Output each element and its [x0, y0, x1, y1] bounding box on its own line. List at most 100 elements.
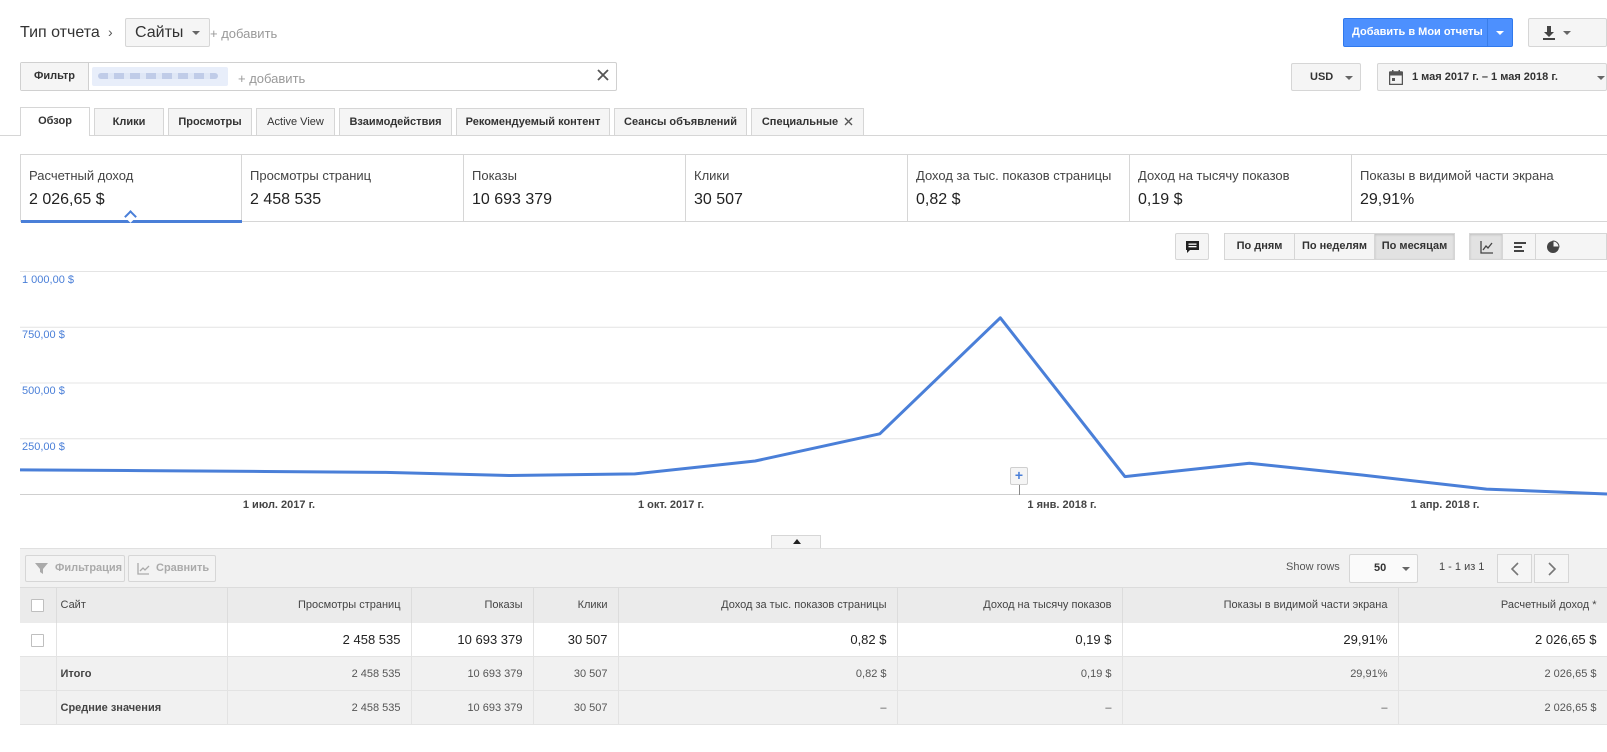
metric-value: 29,91% [1360, 191, 1415, 208]
select-all-checkbox[interactable] [31, 598, 45, 612]
by-week-button[interactable]: По неделям [1294, 233, 1375, 260]
show-rows-select[interactable]: 50 [1349, 554, 1418, 583]
metric-card-pageviews[interactable]: Просмотры страниц 2 458 535 [242, 155, 464, 222]
data-point[interactable] [1245, 459, 1253, 467]
impressions-cell: 10 693 379 [411, 690, 534, 725]
close-icon[interactable] [596, 68, 610, 82]
add-annotation-button[interactable]: + [1010, 467, 1028, 485]
close-icon[interactable] [844, 117, 853, 126]
chevron-down-icon [1597, 76, 1605, 80]
data-point[interactable] [137, 467, 145, 475]
metric-card-estimated-revenue[interactable]: Расчетный доход 2 026,65 $ [21, 155, 242, 223]
data-point[interactable] [751, 457, 759, 465]
chevron-right-icon [1548, 562, 1557, 576]
pie-chart-button[interactable] [1535, 233, 1607, 260]
filter-chip-redacted[interactable] [92, 67, 228, 86]
data-point[interactable] [876, 430, 884, 438]
column-header-clicks[interactable]: Клики [533, 587, 619, 623]
tab-custom-label: Специальные [761, 116, 839, 128]
data-point[interactable] [1121, 473, 1129, 481]
empty-cell [20, 656, 57, 691]
add-to-reports-dropdown-button[interactable] [1487, 19, 1512, 46]
column-header-page-rpm[interactable]: Доход за тыс. показов страницы [618, 587, 898, 623]
line-chart-button[interactable] [1469, 233, 1503, 260]
metric-card-viewability[interactable]: Показы в видимой части экрана 29,91% [1352, 155, 1607, 222]
series-line-estimated-revenue[interactable] [19, 316, 1607, 496]
by-day-button[interactable]: По дням [1224, 233, 1295, 260]
data-point[interactable] [996, 314, 1004, 322]
column-header-site[interactable]: Сайт [56, 587, 228, 623]
pageviews-cell: 2 458 535 [227, 656, 412, 691]
add-dimension-link[interactable]: + добавить [210, 26, 278, 41]
add-to-my-reports-button[interactable]: Добавить в Мои отчеты [1343, 18, 1513, 47]
annotations-button[interactable] [1175, 233, 1209, 260]
site-cell[interactable] [56, 622, 228, 657]
tab-recommended-content[interactable]: Рекомендуемый контент [456, 108, 610, 135]
metric-scorecards: Расчетный доход 2 026,65 $ Просмотры стр… [20, 154, 1607, 223]
total-label: Итого [56, 656, 228, 691]
data-point[interactable] [506, 471, 514, 479]
data-point[interactable] [261, 467, 269, 475]
data-point[interactable] [382, 468, 390, 476]
data-point[interactable] [1482, 485, 1490, 493]
metric-value: 10 693 379 [472, 191, 553, 208]
page-rpm-cell: 0,82 $ [618, 656, 898, 691]
chevron-down-icon [1345, 76, 1353, 80]
column-header-impressions[interactable]: Показы [411, 587, 534, 623]
metric-card-impressions[interactable]: Показы 10 693 379 [464, 155, 686, 222]
data-point[interactable] [1603, 490, 1607, 498]
impression-rpm-cell: 0,19 $ [897, 656, 1123, 691]
filter-button[interactable]: Фильтр [21, 63, 89, 90]
data-point[interactable] [631, 470, 639, 478]
metric-card-page-rpm[interactable]: Доход за тыс. показов страницы 0,82 $ [908, 155, 1130, 222]
metric-value: 0,19 $ [1138, 191, 1183, 208]
tab-custom[interactable]: Специальные [751, 108, 864, 135]
data-point[interactable] [16, 466, 24, 474]
currency-select[interactable]: USD [1291, 63, 1361, 91]
impression-rpm-cell: 0,19 $ [897, 622, 1123, 657]
prev-page-button[interactable] [1497, 554, 1532, 583]
y-tick-label: 750,00 $ [22, 329, 65, 341]
chevron-down-icon [1563, 31, 1571, 35]
filter-add-link[interactable]: + добавить [238, 71, 306, 86]
tab-overview[interactable]: Обзор [20, 107, 90, 136]
filter-table-button[interactable]: Фильтрация [25, 555, 125, 582]
metric-card-impression-rpm[interactable]: Доход на тысячу показов 0,19 $ [1130, 155, 1352, 222]
line-chart-icon [1480, 241, 1493, 254]
compare-button[interactable]: Сравнить [128, 555, 216, 582]
tab-clicks[interactable]: Клики [94, 108, 164, 135]
bar-chart-button[interactable] [1502, 233, 1536, 260]
tab-ad-sessions[interactable]: Сеансы объявлений [614, 108, 747, 135]
compare-label: Сравнить [156, 562, 210, 574]
collapse-chart-button[interactable] [771, 535, 821, 548]
redacted-text [98, 73, 218, 79]
data-point[interactable] [1358, 471, 1366, 479]
tab-views[interactable]: Просмотры [168, 108, 252, 135]
filter-table-label: Фильтрация [55, 562, 123, 574]
column-header-pageviews[interactable]: Просмотры страниц [227, 587, 412, 623]
revenue-cell: 2 026,65 $ [1398, 656, 1607, 691]
download-icon [1543, 26, 1555, 40]
tab-interactions[interactable]: Взаимодействия [339, 108, 452, 135]
report-type-value: Сайты [135, 24, 184, 41]
by-month-button[interactable]: По месяцам [1374, 233, 1455, 260]
column-header-viewability[interactable]: Показы в видимой части экрана [1122, 587, 1399, 623]
tab-active-view[interactable]: Active View [256, 108, 335, 135]
row-select-cell [20, 622, 57, 657]
row-checkbox[interactable] [31, 633, 45, 647]
column-header-impression-rpm[interactable]: Доход на тысячу показов [897, 587, 1123, 623]
column-header-estimated-revenue[interactable]: Расчетный доход * [1398, 587, 1607, 623]
viewability-cell: 29,91% [1122, 656, 1399, 691]
metric-value: 2 026,65 $ [29, 191, 105, 208]
metric-card-clicks[interactable]: Клики 30 507 [686, 155, 908, 222]
pageviews-cell: 2 458 535 [227, 690, 412, 725]
chevron-left-icon [1510, 562, 1519, 576]
metric-label: Клики [694, 168, 730, 183]
average-label: Средние значения [56, 690, 228, 725]
date-range-select[interactable]: 1 мая 2017 г. – 1 мая 2018 г. [1377, 63, 1607, 91]
chart-canvas [16, 271, 1607, 498]
next-page-button[interactable] [1534, 554, 1569, 583]
report-type-select[interactable]: Сайты [125, 18, 211, 47]
impressions-cell: 10 693 379 [411, 622, 534, 657]
download-button[interactable] [1528, 18, 1607, 47]
